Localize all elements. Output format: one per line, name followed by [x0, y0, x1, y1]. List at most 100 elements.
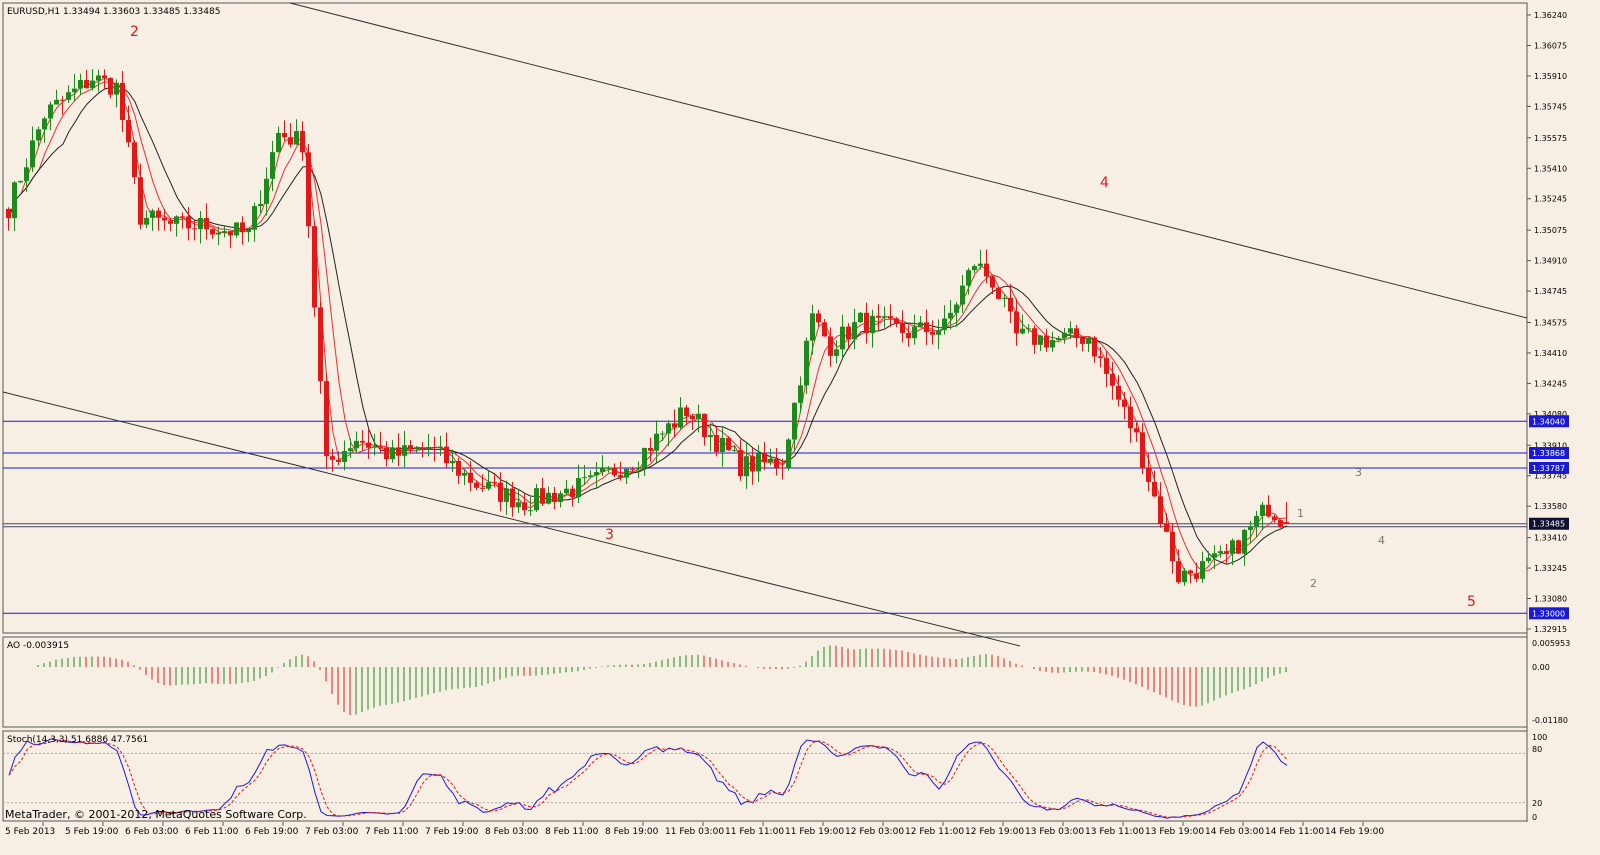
candle-body[interactable] — [360, 440, 365, 443]
candle-body[interactable] — [318, 307, 323, 382]
candle-body[interactable] — [1134, 428, 1139, 433]
candle-body[interactable] — [954, 304, 959, 313]
candle-body[interactable] — [258, 203, 263, 207]
candle-body[interactable] — [516, 502, 521, 508]
candle-body[interactable] — [492, 482, 497, 484]
candle-body[interactable] — [138, 177, 143, 225]
candle-body[interactable] — [840, 326, 845, 350]
candle-body[interactable] — [228, 231, 233, 236]
candle-body[interactable] — [72, 88, 77, 93]
candle-body[interactable] — [1182, 570, 1187, 583]
candle-body[interactable] — [948, 312, 953, 319]
candle-body[interactable] — [408, 445, 413, 449]
candle-body[interactable] — [1248, 526, 1253, 530]
candle-body[interactable] — [1026, 328, 1031, 330]
candle-body[interactable] — [984, 263, 989, 277]
candle-body[interactable] — [1278, 520, 1283, 528]
candle-body[interactable] — [978, 263, 983, 267]
candle-body[interactable] — [918, 322, 923, 327]
candle-body[interactable] — [84, 79, 89, 89]
candle-body[interactable] — [930, 332, 935, 335]
candle-body[interactable] — [480, 487, 485, 489]
candle-body[interactable] — [438, 446, 443, 448]
candle-body[interactable] — [1164, 523, 1169, 532]
candle-body[interactable] — [336, 459, 341, 462]
candle-body[interactable] — [666, 423, 671, 434]
candle-body[interactable] — [540, 488, 545, 504]
candle-body[interactable] — [456, 460, 461, 476]
candle-body[interactable] — [1152, 481, 1157, 497]
candle-body[interactable] — [1128, 406, 1133, 429]
candle-body[interactable] — [1158, 496, 1163, 524]
candle-body[interactable] — [696, 413, 701, 420]
candle-body[interactable] — [402, 445, 407, 456]
candle-body[interactable] — [444, 446, 449, 464]
candle-body[interactable] — [6, 208, 11, 219]
candle-body[interactable] — [354, 440, 359, 449]
candle-body[interactable] — [1008, 297, 1013, 312]
candle-body[interactable] — [558, 493, 563, 502]
candle-body[interactable] — [78, 79, 83, 89]
candle-body[interactable] — [1206, 557, 1211, 562]
candle-body[interactable] — [1260, 504, 1265, 517]
candle-body[interactable] — [636, 467, 641, 470]
candle-body[interactable] — [858, 312, 863, 323]
candle-body[interactable] — [174, 216, 179, 224]
candle-body[interactable] — [828, 336, 833, 356]
candle-body[interactable] — [60, 99, 65, 101]
candle-body[interactable] — [1194, 573, 1199, 579]
candle-body[interactable] — [498, 482, 503, 502]
candle-body[interactable] — [186, 216, 191, 229]
candle-body[interactable] — [786, 439, 791, 469]
candle-body[interactable] — [912, 326, 917, 339]
candle-body[interactable] — [582, 477, 587, 479]
candle-body[interactable] — [882, 316, 887, 318]
candle-body[interactable] — [714, 435, 719, 452]
candle-body[interactable] — [108, 78, 113, 95]
candle-body[interactable] — [600, 468, 605, 473]
candle-body[interactable] — [342, 451, 347, 462]
candle-body[interactable] — [750, 456, 755, 472]
candle-body[interactable] — [564, 488, 569, 494]
candle-body[interactable] — [684, 407, 689, 417]
candle-body[interactable] — [768, 458, 773, 463]
candle-body[interactable] — [240, 222, 245, 233]
candle-body[interactable] — [324, 381, 329, 457]
candle-body[interactable] — [1104, 358, 1109, 374]
candle-body[interactable] — [1032, 328, 1037, 345]
candle-body[interactable] — [732, 450, 737, 452]
candle-body[interactable] — [378, 446, 383, 448]
candle-body[interactable] — [420, 447, 425, 449]
candle-body[interactable] — [846, 326, 851, 340]
candle-body[interactable] — [1188, 570, 1193, 574]
candle-body[interactable] — [366, 442, 371, 448]
candle-body[interactable] — [210, 229, 215, 235]
candle-body[interactable] — [1074, 328, 1079, 338]
candle-body[interactable] — [624, 468, 629, 478]
candle-body[interactable] — [300, 131, 305, 153]
candle-body[interactable] — [216, 232, 221, 235]
candle-body[interactable] — [1218, 551, 1223, 554]
candle-body[interactable] — [906, 333, 911, 339]
candle-body[interactable] — [744, 456, 749, 477]
candle-body[interactable] — [450, 460, 455, 464]
candle-body[interactable] — [642, 447, 647, 468]
candle-body[interactable] — [852, 322, 857, 340]
candle-body[interactable] — [1212, 553, 1217, 558]
candle-body[interactable] — [1020, 328, 1025, 334]
candle-body[interactable] — [816, 313, 821, 323]
candle-body[interactable] — [690, 416, 695, 420]
candle-body[interactable] — [618, 475, 623, 478]
candle-body[interactable] — [114, 82, 119, 95]
candle-body[interactable] — [30, 140, 35, 168]
candle-body[interactable] — [384, 447, 389, 460]
candle-body[interactable] — [1176, 561, 1181, 583]
candle-body[interactable] — [294, 131, 299, 145]
candle-body[interactable] — [654, 433, 659, 451]
candle-body[interactable] — [162, 217, 167, 221]
candle-body[interactable] — [1230, 540, 1235, 554]
candle-body[interactable] — [1116, 385, 1121, 400]
candle-body[interactable] — [972, 266, 977, 271]
candle-body[interactable] — [1002, 297, 1007, 299]
candle-body[interactable] — [432, 446, 437, 448]
